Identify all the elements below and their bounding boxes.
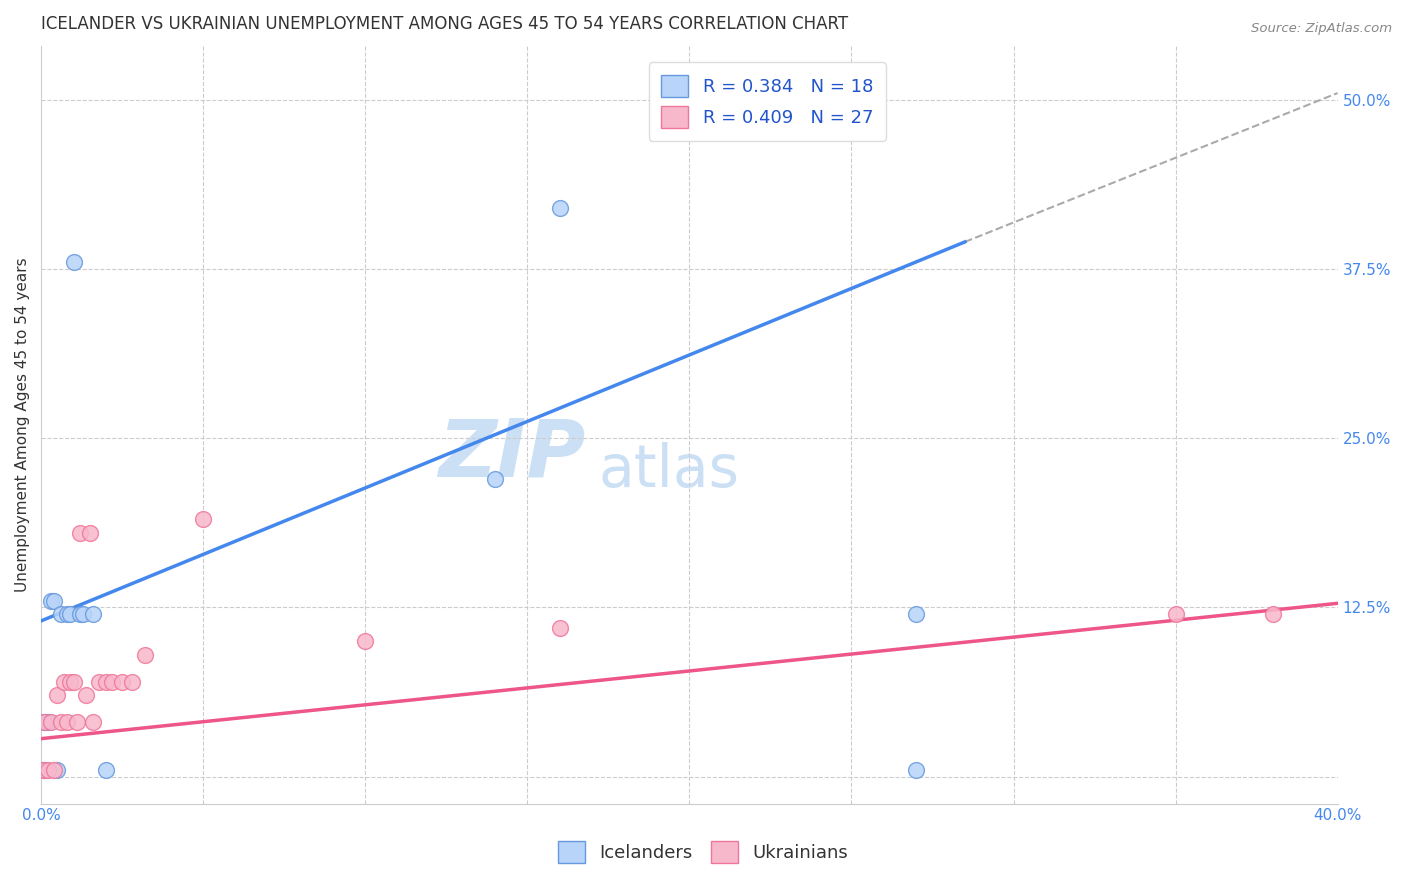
Point [49, 607, 72, 621]
Point [42, 763, 65, 777]
Point [72, 607, 94, 621]
Point [39, 593, 62, 607]
Y-axis label: Unemployment Among Ages 45 to 54 years: Unemployment Among Ages 45 to 54 years [15, 257, 30, 592]
Point [62, 255, 84, 269]
Point [49, 715, 72, 730]
Point [59, 674, 82, 689]
Point [69, 607, 91, 621]
Point [46, 689, 69, 703]
Point [111, 674, 134, 689]
Point [69, 525, 91, 540]
Point [101, 674, 124, 689]
Text: ZIP: ZIP [439, 416, 586, 494]
Point [548, 201, 571, 215]
Point [548, 621, 571, 635]
Point [121, 674, 143, 689]
Point [1164, 607, 1187, 621]
Point [89, 674, 111, 689]
Point [484, 472, 506, 486]
Legend: R = 0.384   N = 18, R = 0.409   N = 27: R = 0.384 N = 18, R = 0.409 N = 27 [648, 62, 886, 141]
Point [82, 607, 104, 621]
Point [193, 512, 215, 526]
Point [34, 763, 56, 777]
Point [66, 715, 89, 730]
Point [34, 763, 56, 777]
Point [76, 689, 98, 703]
Point [42, 593, 65, 607]
Point [52, 674, 75, 689]
Point [37, 763, 59, 777]
Point [134, 648, 156, 662]
Text: atlas: atlas [599, 442, 740, 499]
Point [34, 715, 56, 730]
Point [94, 763, 117, 777]
Legend: Icelanders, Ukrainians: Icelanders, Ukrainians [547, 830, 859, 874]
Point [94, 674, 117, 689]
Point [62, 674, 84, 689]
Point [56, 607, 79, 621]
Point [82, 715, 104, 730]
Point [1261, 607, 1284, 621]
Point [34, 715, 56, 730]
Point [905, 763, 928, 777]
Point [905, 607, 928, 621]
Point [46, 763, 69, 777]
Point [354, 634, 377, 648]
Point [56, 715, 79, 730]
Point [59, 607, 82, 621]
Point [37, 715, 59, 730]
Point [79, 525, 101, 540]
Text: Source: ZipAtlas.com: Source: ZipAtlas.com [1251, 22, 1392, 36]
Text: ICELANDER VS UKRAINIAN UNEMPLOYMENT AMONG AGES 45 TO 54 YEARS CORRELATION CHART: ICELANDER VS UKRAINIAN UNEMPLOYMENT AMON… [41, 15, 848, 33]
Point [39, 715, 62, 730]
